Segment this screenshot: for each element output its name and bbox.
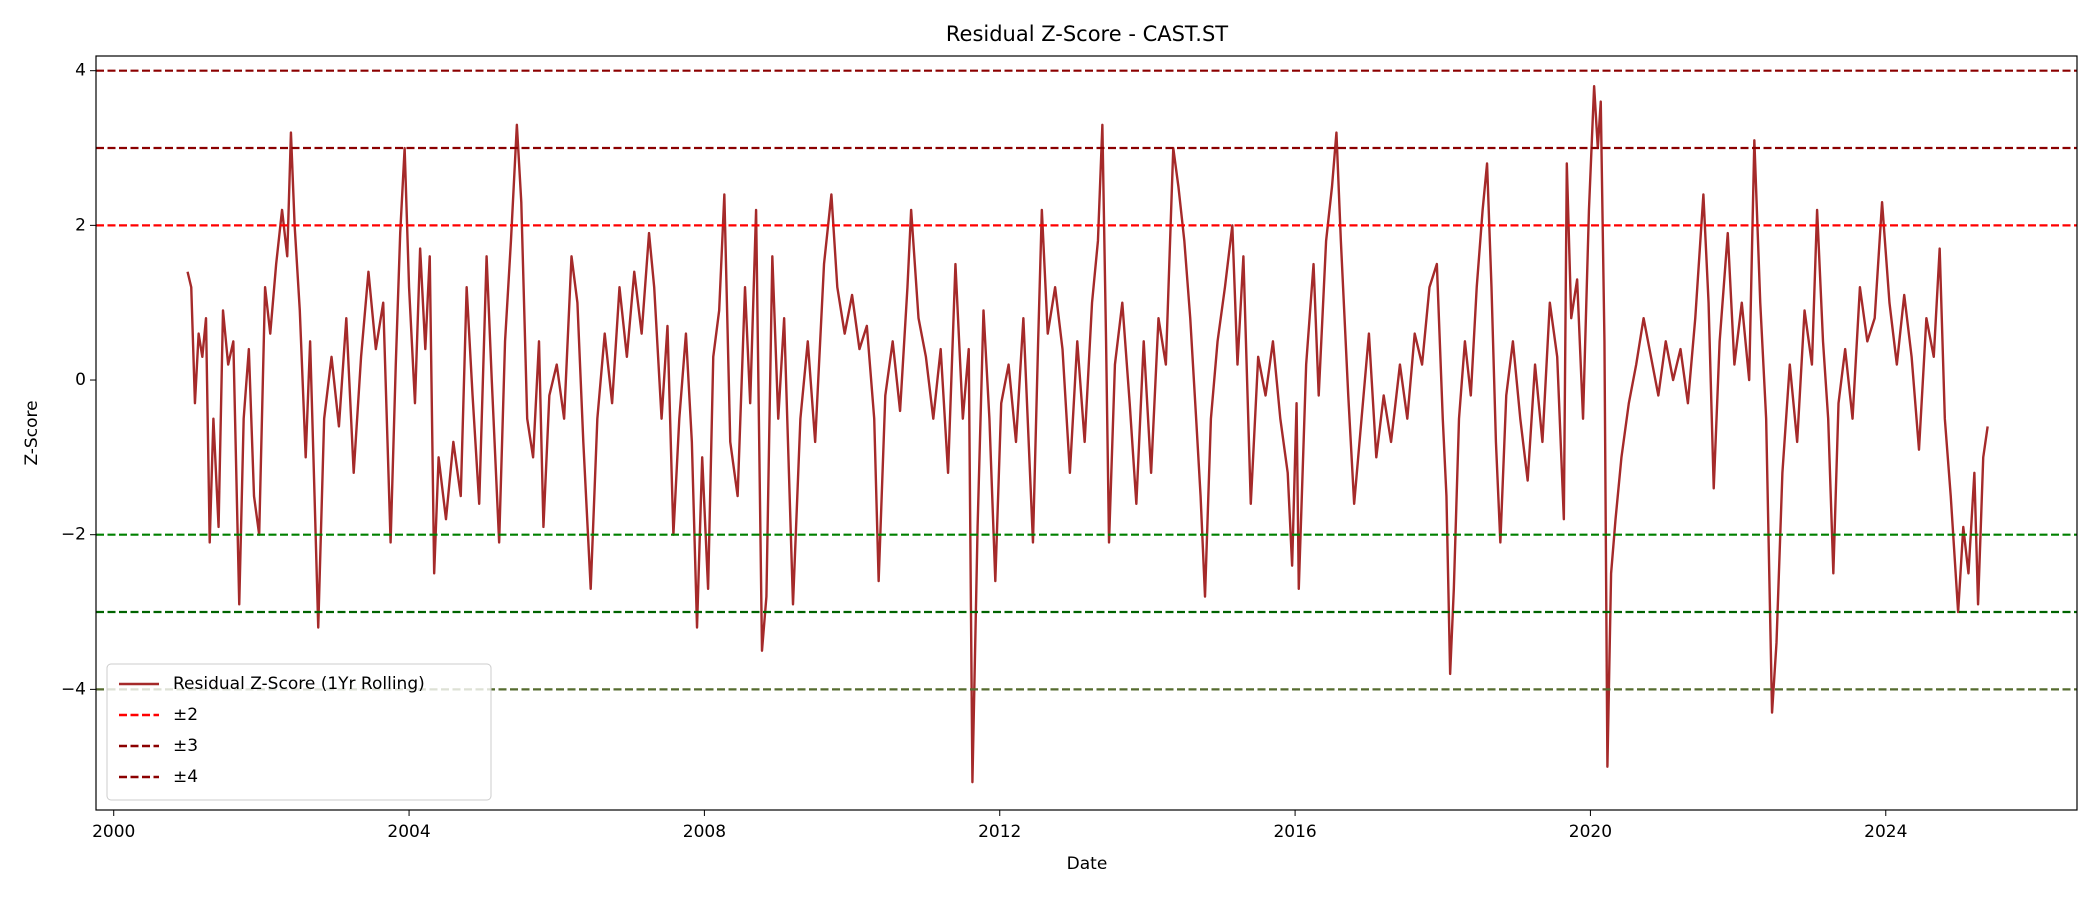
- x-tick-label: 2004: [387, 822, 430, 842]
- y-tick-label: 0: [75, 370, 86, 390]
- chart-title: Residual Z-Score - CAST.ST: [946, 22, 1228, 46]
- y-tick-label: −2: [61, 525, 86, 545]
- x-tick-label: 2000: [92, 822, 135, 842]
- y-tick-label: −4: [61, 679, 86, 699]
- plot-frame: [95, 55, 2078, 811]
- data-line: [186, 84, 1989, 784]
- legend-label: Residual Z-Score (1Yr Rolling): [173, 674, 425, 694]
- legend-box: [106, 663, 492, 801]
- x-tick-label: 2024: [1864, 822, 1907, 842]
- legend-label: ±4: [173, 767, 198, 787]
- y-axis-label: Z-Score: [22, 400, 42, 465]
- legend-label: ±2: [173, 705, 198, 725]
- y-tick-label: 2: [75, 215, 86, 235]
- plot-area: [96, 69, 2077, 784]
- y-tick-label: 4: [75, 61, 86, 81]
- legend-label: ±3: [173, 736, 198, 756]
- x-tick-label: 2016: [1273, 822, 1316, 842]
- x-tick-label: 2012: [978, 822, 1021, 842]
- x-tick-label: 2008: [683, 822, 726, 842]
- x-tick-label: 2020: [1569, 822, 1612, 842]
- x-axis-label: Date: [1067, 854, 1108, 874]
